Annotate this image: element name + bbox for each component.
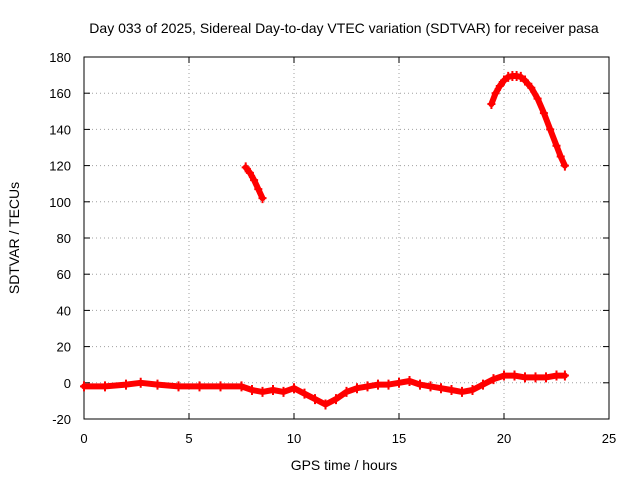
data-point	[269, 385, 277, 396]
data-point	[101, 381, 109, 392]
y-tick-label: 140	[49, 122, 71, 137]
y-tick-label: 80	[57, 231, 71, 246]
data-point	[353, 383, 361, 394]
x-tick-label: 20	[497, 431, 511, 446]
series-line	[81, 372, 568, 408]
data-point	[479, 379, 487, 390]
data-point	[384, 379, 393, 390]
y-tick-label: 160	[49, 86, 71, 101]
x-tick-label: 5	[185, 431, 192, 446]
data-point	[416, 379, 424, 390]
data-point	[487, 99, 496, 110]
y-tick-label: 120	[49, 159, 71, 174]
data-point	[363, 381, 372, 392]
data-point	[542, 372, 550, 383]
data-point	[500, 75, 508, 86]
data-point	[521, 75, 529, 86]
series-arc-2	[487, 71, 569, 171]
data-point	[405, 375, 414, 386]
data-point	[80, 381, 88, 392]
data-point	[521, 372, 529, 383]
data-point	[533, 93, 542, 104]
data-point	[321, 399, 330, 410]
data-point	[560, 370, 569, 381]
y-tick-label: 100	[49, 195, 71, 210]
data-point	[395, 377, 403, 388]
data-point	[516, 71, 525, 82]
data-point	[510, 370, 519, 381]
x-tick-label: 10	[287, 431, 301, 446]
x-tick-label: 0	[80, 431, 87, 446]
plot-frame	[83, 56, 610, 420]
data-point	[437, 383, 445, 394]
series-line	[488, 73, 568, 169]
data-point	[250, 175, 259, 186]
y-tick-label: 60	[57, 267, 71, 282]
data-point	[552, 140, 561, 151]
data-point	[258, 386, 267, 397]
data-point	[258, 193, 267, 204]
y-tick-label: -20	[52, 412, 71, 427]
data-point	[556, 151, 565, 162]
data-point	[539, 108, 548, 119]
data-point	[447, 385, 456, 396]
data-point	[311, 394, 319, 405]
data-point	[491, 88, 500, 99]
data-point	[332, 394, 340, 405]
data-point	[500, 370, 508, 381]
data-point	[552, 370, 561, 381]
data-point	[468, 385, 477, 396]
chart-title: Day 033 of 2025, Sidereal Day-to-day VTE…	[89, 20, 599, 36]
y-tick-label: 0	[64, 376, 71, 391]
series-arc-1	[241, 162, 267, 204]
data-point	[248, 385, 256, 396]
x-axis-label: GPS time / hours	[291, 457, 398, 473]
data-point	[216, 381, 225, 392]
data-point	[300, 388, 309, 399]
data-point	[174, 381, 183, 392]
data-point	[374, 379, 382, 390]
data-point	[245, 167, 254, 178]
data-point	[195, 381, 204, 392]
axis-ticks: 0 5 10 15 20 25 -20 0 20 40 60 80 100 120 140 160 180	[49, 50, 616, 446]
series-baseline	[80, 370, 569, 410]
data-point	[495, 80, 504, 91]
data-point	[254, 184, 263, 195]
data-point	[489, 374, 498, 385]
y-tick-label: 180	[49, 50, 71, 65]
data-point	[426, 381, 435, 392]
data-point	[122, 379, 130, 390]
data-point	[527, 82, 536, 93]
data-point	[153, 379, 162, 390]
y-axis-label: SDTVAR / TECUs	[6, 182, 22, 294]
x-tick-label: 25	[602, 431, 616, 446]
data-point	[279, 386, 288, 397]
data-point	[546, 124, 555, 135]
data-point	[531, 372, 540, 383]
data-point	[290, 383, 298, 394]
y-tick-label: 20	[57, 340, 71, 355]
x-tick-label: 15	[392, 431, 406, 446]
grid	[84, 57, 609, 419]
data-point	[241, 162, 250, 173]
data-point	[136, 377, 145, 388]
data-point	[342, 386, 351, 397]
data-point	[458, 386, 466, 397]
data-marks	[80, 71, 569, 410]
y-tick-label: 40	[57, 303, 71, 318]
data-point	[237, 381, 246, 392]
data-point	[560, 160, 569, 171]
